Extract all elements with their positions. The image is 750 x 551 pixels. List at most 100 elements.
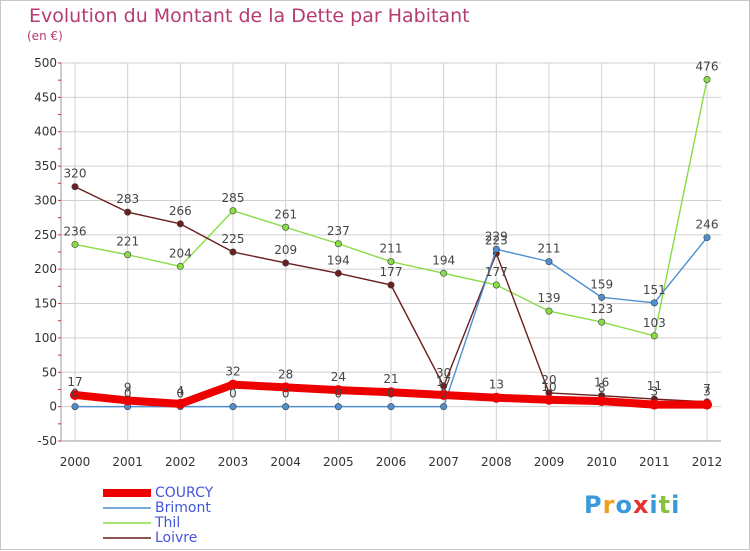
data-point-loivre [71,183,79,191]
data-label-loivre: 7 [703,382,711,396]
data-label-loivre: 11 [647,379,662,393]
x-tick-label: 2009 [534,455,565,469]
data-label-courcy: 9 [124,380,132,394]
data-label-loivre: 16 [594,376,609,390]
data-point-loivre [124,208,132,216]
data-point-courcy [228,379,238,390]
y-tick-label: 250 [34,228,57,242]
data-label-courcy: 17 [436,375,451,389]
legend-label-brimont: Brimont [155,500,211,516]
x-tick-label: 2007 [428,455,459,469]
data-point-courcy [544,394,554,405]
data-point-thil [545,307,553,315]
data-point-thil [124,251,132,259]
data-point-courcy [122,395,133,406]
data-label-thil: 211 [380,242,403,256]
x-tick-label: 2000 [60,455,91,469]
data-point-courcy [175,398,186,409]
data-label-courcy: 3 [651,385,659,399]
data-label-loivre: 266 [169,204,192,218]
data-label-thil: 476 [696,59,719,73]
data-point-thil [71,240,79,248]
data-label-brimont: 229 [485,229,508,243]
data-label-thil: 221 [116,235,139,249]
data-point-thil [650,332,658,340]
y-tick-label: 50 [42,365,57,379]
data-label-courcy: 24 [331,370,346,384]
data-label-loivre: 209 [274,243,297,257]
y-tick-label: 100 [34,331,57,345]
data-point-loivre [282,259,290,267]
data-point-thil [176,262,184,270]
x-tick-label: 2005 [323,455,354,469]
data-point-courcy [386,387,396,398]
data-point-loivre [440,382,448,390]
data-point-brimont [492,245,500,253]
data-label-courcy: 8 [598,381,606,395]
data-point-brimont [650,299,658,307]
y-tick-label: 300 [34,193,57,207]
data-point-loivre [334,269,342,277]
data-label-thil: 236 [64,224,87,238]
data-label-brimont: 0 [387,387,395,401]
legend-label-courcy: COURCY [155,485,214,501]
x-tick-label: 2006 [376,455,407,469]
data-label-loivre: 177 [380,265,403,279]
data-label-thil: 261 [274,207,297,221]
data-point-brimont [71,403,79,411]
x-tick-label: 2012 [692,455,723,469]
data-label-brimont: 0 [177,387,185,401]
x-tick-label: 2003 [218,455,249,469]
data-label-courcy: 32 [225,365,240,379]
data-point-thil [440,269,448,277]
data-label-brimont: 0 [440,387,448,401]
data-point-brimont [545,258,553,266]
data-label-brimont: 0 [124,387,132,401]
data-label-brimont: 0 [335,387,343,401]
data-label-courcy: 13 [489,378,504,392]
x-tick-label: 2001 [112,455,143,469]
data-label-thil: 123 [590,302,613,316]
y-tick-label: 450 [34,90,57,104]
x-tick-label: 2008 [481,455,512,469]
data-point-thil [282,223,290,231]
legend-label-loivre: Loivre [155,530,198,546]
legend-label-thil: Thil [155,515,181,531]
proxiti-logo: Proxiti [584,491,681,519]
data-label-thil: 103 [643,316,666,330]
y-tick-label: 150 [34,297,57,311]
data-label-loivre: 30 [436,366,451,380]
data-point-brimont [703,234,711,242]
data-label-loivre: 320 [64,167,87,181]
data-point-brimont [229,403,237,411]
data-label-brimont: 211 [538,242,561,256]
data-label-thil: 237 [327,224,350,238]
data-point-courcy [438,389,449,400]
data-label-brimont: 0 [71,387,79,401]
data-label-brimont: 0 [282,387,290,401]
data-point-thil [703,75,711,83]
data-point-courcy [649,399,660,410]
data-label-courcy: 3 [703,385,711,399]
y-tick-label: 200 [34,262,57,276]
x-tick-label: 2010 [586,455,617,469]
data-label-thil: 177 [485,265,508,279]
data-label-thil: 194 [432,253,455,267]
data-label-courcy: 28 [278,367,293,381]
y-tick-label: 0 [49,400,57,414]
data-point-courcy [491,392,502,403]
data-label-loivre: 194 [327,253,350,267]
chart-unit: (en €) [27,29,63,43]
data-point-brimont [440,403,448,411]
data-label-loivre: 20 [541,373,556,387]
data-label-thil: 139 [538,291,561,305]
data-point-loivre [387,281,395,289]
y-tick-label: -50 [37,434,57,448]
data-point-brimont [334,403,342,411]
data-label-courcy: 17 [67,375,82,389]
data-point-courcy [280,382,291,393]
data-point-courcy [70,389,80,400]
data-point-thil [492,281,500,289]
data-point-thil [387,258,395,266]
